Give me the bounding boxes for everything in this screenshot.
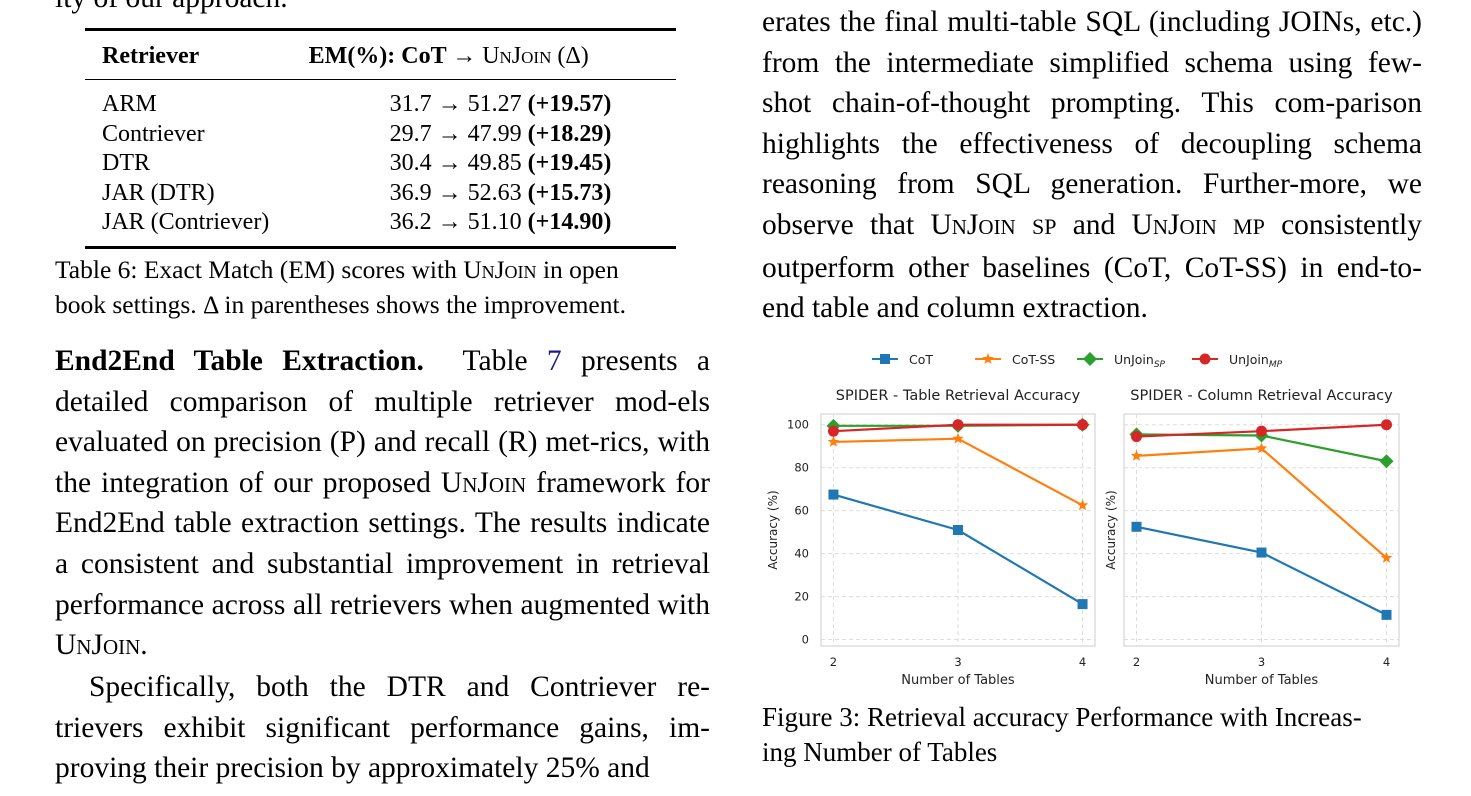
y-axis-label: Accuracy (%) bbox=[766, 490, 780, 569]
legend-label: UnJoinSP bbox=[1114, 352, 1166, 370]
x-tick-label: 2 bbox=[830, 655, 837, 669]
table-7-link[interactable]: 7 bbox=[546, 345, 562, 377]
table-row: DTR 30.4 → 49.85 (+19.45) bbox=[85, 149, 676, 179]
end2end-paragraph: End2End Table Extraction. Table 7 presen… bbox=[55, 345, 710, 662]
data-point bbox=[952, 419, 964, 431]
cut-off-line: ity of our approach. bbox=[55, 0, 288, 18]
y-tick-label: 80 bbox=[794, 461, 809, 475]
em-value-cell: 29.7 → 47.99 (+18.29) bbox=[389, 120, 612, 147]
y-tick-label: 40 bbox=[794, 547, 809, 561]
delta-value: (+15.73) bbox=[527, 179, 612, 206]
legend-label: CoT bbox=[909, 352, 933, 367]
panel-title: SPIDER - Table Retrieval Accuracy bbox=[836, 388, 1081, 404]
table-bottom-rule bbox=[85, 245, 676, 249]
table-header-retriever: Retriever bbox=[102, 42, 200, 69]
legend-label: CoT-SS bbox=[1012, 352, 1055, 367]
x-tick-label: 4 bbox=[1383, 655, 1390, 669]
data-point bbox=[1381, 609, 1392, 620]
x-axis-label: Number of Tables bbox=[901, 673, 1015, 688]
y-tick-label: 20 bbox=[794, 590, 809, 604]
legend-label: UnJoinMP bbox=[1229, 352, 1283, 370]
data-point bbox=[1381, 419, 1392, 431]
table-body: ARM 31.7 → 51.27 (+19.57) Contriever 29.7 →… bbox=[85, 79, 676, 246]
chart-svg: CoT CoT-SS UnJoinSP UnJoinMP 0 20 40 60 80 100 2 3 4… bbox=[766, 352, 1400, 688]
table-row: JAR (Contriever) 36.2 → 51.10 (+14.90) bbox=[85, 208, 676, 246]
left-column: ity of our approach. Retriever EM(%): Co… bbox=[55, 0, 710, 796]
table-header-em: EM(%): CoT → UnJoin (Δ) bbox=[308, 42, 589, 69]
table-6: Retriever EM(%): CoT → UnJoin (Δ) ARM 31.… bbox=[85, 28, 676, 249]
table-row: Contriever 29.7 → 47.99 (+18.29) bbox=[85, 120, 676, 150]
right-column: erates the final multi-table SQL (includ… bbox=[762, 0, 1422, 796]
em-value-cell: 36.9 → 52.63 (+15.73) bbox=[389, 179, 612, 206]
data-point bbox=[827, 435, 840, 447]
data-point bbox=[1077, 599, 1088, 610]
delta-value: (+19.45) bbox=[527, 150, 612, 176]
section-heading: End2End Table Extraction. bbox=[55, 345, 424, 377]
data-point bbox=[1255, 442, 1268, 454]
y-tick-label: 60 bbox=[794, 504, 809, 518]
delta-value: (+14.90) bbox=[527, 209, 612, 235]
x-tick-label: 4 bbox=[1079, 655, 1086, 669]
data-point bbox=[1076, 499, 1089, 511]
panel-title: SPIDER - Column Retrieval Accuracy bbox=[1130, 388, 1393, 404]
data-point bbox=[1131, 431, 1142, 443]
y-axis-label: Accuracy (%) bbox=[1104, 490, 1118, 569]
table-row: JAR (DTR) 36.9 → 52.63 (+15.73) bbox=[85, 179, 676, 209]
data-point bbox=[827, 425, 839, 437]
retriever-cell: DTR bbox=[102, 150, 150, 176]
retriever-cell: JAR (Contriever) bbox=[102, 209, 270, 235]
legend-marker bbox=[880, 354, 890, 364]
x-tick-label: 3 bbox=[1258, 655, 1265, 669]
data-point bbox=[1130, 449, 1143, 461]
x-tick-label: 3 bbox=[954, 655, 961, 669]
legend-marker bbox=[982, 353, 994, 364]
table-row: ARM 31.7 → 51.27 (+19.57) bbox=[85, 79, 676, 120]
data-point bbox=[1077, 419, 1089, 431]
retriever-cell: Contriever bbox=[102, 120, 205, 147]
em-value-cell: 30.4 → 49.85 (+19.45) bbox=[389, 150, 612, 176]
y-tick-label: 100 bbox=[787, 418, 809, 432]
data-point bbox=[1256, 547, 1267, 558]
data-point bbox=[1380, 551, 1393, 563]
em-scores-table: Retriever EM(%): CoT → UnJoin (Δ) ARM 31.… bbox=[85, 28, 676, 246]
specifically-paragraph: Specifically, both the DTR and Contrieve… bbox=[55, 671, 710, 785]
right-paragraph: erates the final multi-table SQL (includ… bbox=[762, 6, 1422, 325]
y-tick-label: 0 bbox=[802, 633, 809, 647]
retriever-cell: ARM bbox=[102, 91, 157, 117]
data-point bbox=[1256, 425, 1267, 437]
data-point bbox=[1379, 454, 1394, 469]
figure-caption: Figure 3: Retrieval accuracy Performance… bbox=[762, 702, 1362, 767]
delta-value: (+18.29) bbox=[527, 120, 612, 147]
em-value-cell: 31.7 → 51.27 (+19.57) bbox=[389, 91, 612, 117]
x-tick-label: 2 bbox=[1133, 655, 1140, 669]
em-value-cell: 36.2 → 51.10 (+14.90) bbox=[389, 209, 612, 235]
data-point bbox=[1131, 521, 1142, 532]
data-point bbox=[953, 525, 963, 535]
legend-marker bbox=[1083, 352, 1097, 366]
legend-marker bbox=[1199, 353, 1211, 365]
x-axis-label: Number of Tables bbox=[1205, 673, 1319, 688]
data-point bbox=[952, 432, 964, 444]
table-caption: Table 6: Exact Match (EM) scores with Un… bbox=[55, 255, 626, 319]
delta-value: (+19.57) bbox=[527, 91, 612, 117]
data-point bbox=[828, 489, 839, 500]
retriever-cell: JAR (DTR) bbox=[102, 179, 215, 206]
figure-3-chart: CoT CoT-SS UnJoinSP UnJoinMP 0 20 40 60 80 100 2 3 4… bbox=[762, 340, 1422, 696]
